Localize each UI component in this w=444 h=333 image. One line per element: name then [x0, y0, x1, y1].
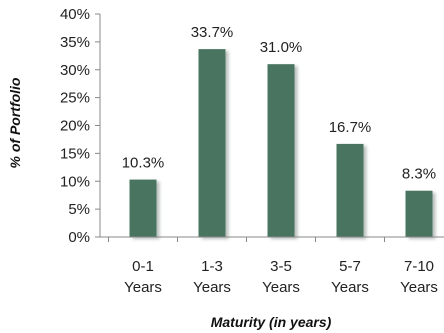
y-tick-label: 0% [68, 229, 90, 246]
x-axis-ticks: 0-1 Years 1-3 Years 3-5 Years 5-7 Years 7-10 Year… [108, 237, 438, 296]
x-tick-label: 0-1 [132, 258, 154, 275]
axes [99, 14, 444, 238]
x-tick-label: 7-10 [404, 258, 434, 275]
x-tick-label: Years [262, 279, 300, 296]
bar [336, 143, 364, 237]
y-tick-label: 20% [60, 118, 90, 135]
data-label: 8.3% [402, 166, 436, 183]
bars [129, 49, 433, 238]
y-tick-label: 35% [60, 34, 90, 51]
x-tick-label: 5-7 [339, 258, 361, 275]
x-axis-title: Maturity (in years) [211, 314, 332, 330]
x-tick-label: 3-5 [270, 258, 292, 275]
data-label: 10.3% [122, 155, 165, 172]
bar [405, 190, 433, 237]
bar [267, 64, 295, 237]
bar [198, 49, 226, 238]
x-tick-label: 1-3 [201, 258, 223, 275]
y-tick-label: 15% [60, 145, 90, 162]
y-tick-label: 25% [60, 90, 90, 107]
data-label: 31.0% [260, 39, 303, 56]
x-tick-label: Years [331, 279, 369, 296]
y-tick-label: 10% [60, 173, 90, 190]
y-tick-label: 40% [60, 6, 90, 23]
data-label: 33.7% [191, 24, 234, 41]
data-labels: 10.3% 33.7% 31.0% 16.7% 8.3% [122, 24, 436, 183]
y-axis-title: % of Portfolio [7, 77, 23, 168]
data-label: 16.7% [329, 119, 372, 136]
y-tick-label: 5% [68, 201, 90, 218]
y-tick-label: 30% [60, 62, 90, 79]
y-axis-ticks: 0% 5% 10% 15% 20% 25% 30% 35% 40% [60, 6, 100, 246]
x-tick-label: Years [400, 279, 438, 296]
x-tick-label: Years [193, 279, 231, 296]
bar [129, 179, 157, 237]
x-tick-label: Years [124, 279, 162, 296]
